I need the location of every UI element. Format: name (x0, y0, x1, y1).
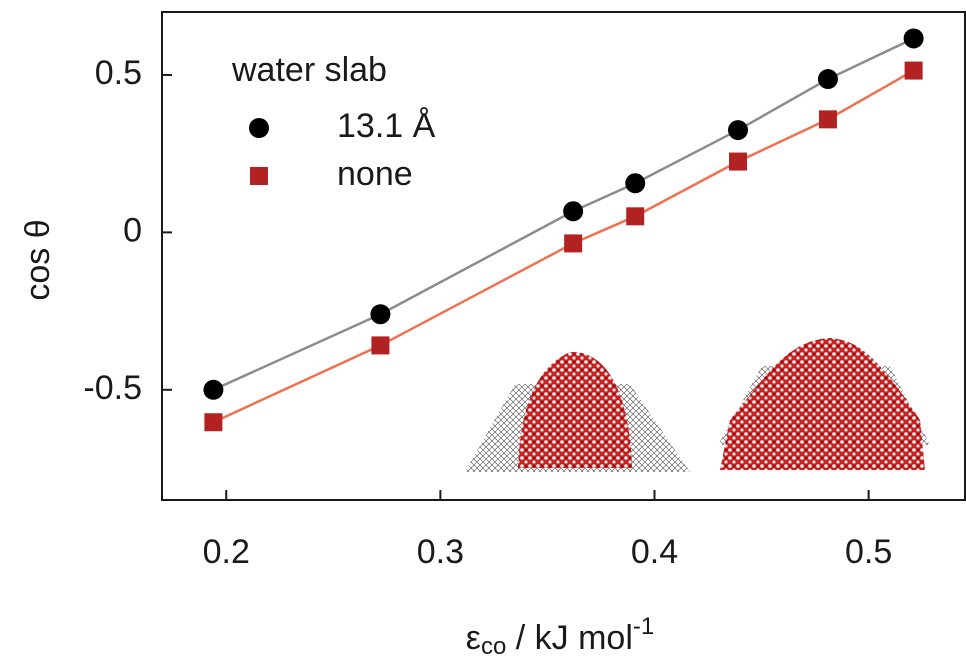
data-point (904, 61, 923, 80)
y-tick-label: 0.5 (95, 54, 142, 92)
x-tick-label: 0.5 (845, 533, 892, 571)
y-tick-label: 0 (123, 211, 142, 249)
inset-images (465, 338, 930, 472)
plot-frame (161, 11, 966, 501)
y-tick-label: -0.5 (83, 369, 142, 407)
data-point (903, 28, 924, 49)
legend-label: none (337, 155, 413, 193)
x-tick-label: 0.3 (417, 533, 464, 571)
y-axis-label: cos θ (19, 219, 57, 300)
data-point (818, 110, 837, 129)
data-point (729, 152, 748, 171)
legend-marker (249, 118, 269, 138)
data-point (370, 304, 391, 325)
data-point (371, 336, 390, 355)
series-line (212, 37, 915, 391)
data-point (626, 207, 645, 226)
x-axis-label: εco / kJ mol-1 (466, 613, 654, 660)
data-point (563, 201, 584, 222)
legend-title: water slab (231, 51, 387, 89)
data-point (203, 379, 224, 400)
data-point (728, 120, 749, 141)
x-tick-label: 0.4 (631, 533, 678, 571)
legend-label: 13.1 Å (337, 107, 436, 145)
data-point (625, 173, 646, 194)
data-point (564, 234, 583, 253)
data-point (817, 69, 838, 90)
legend-marker (250, 167, 268, 185)
x-tick-label: 0.2 (203, 533, 250, 571)
data-point (204, 413, 223, 432)
